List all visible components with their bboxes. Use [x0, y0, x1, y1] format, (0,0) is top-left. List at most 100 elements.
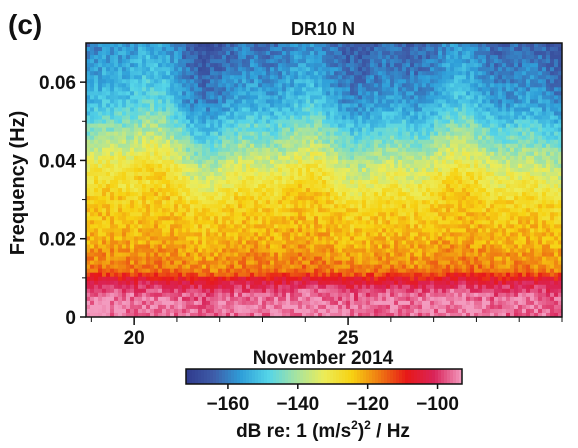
spectrogram-cell: [262, 232, 267, 237]
spectrogram-cell: [346, 167, 351, 173]
spectrogram-cell: [238, 272, 243, 278]
spectrogram-cell: [130, 200, 135, 205]
spectrogram-cell: [114, 220, 119, 225]
spectrogram-cell: [346, 184, 351, 189]
spectrogram-cell: [210, 180, 215, 185]
spectrogram-cell: [354, 252, 359, 257]
spectrogram-cell: [150, 240, 155, 245]
spectrogram-cell: [194, 228, 199, 233]
spectrogram-cell: [270, 159, 275, 165]
spectrogram-cell: [246, 75, 251, 80]
spectrogram-cell: [238, 228, 243, 233]
spectrogram-cell: [250, 232, 255, 237]
spectrogram-cell: [290, 192, 295, 197]
spectrogram-cell: [330, 288, 335, 294]
spectrogram-cell: [190, 292, 195, 298]
spectrogram-cell: [174, 99, 179, 104]
spectrogram-cell: [198, 139, 203, 145]
spectrogram-cell: [354, 240, 359, 245]
spectrogram-cell: [274, 196, 279, 201]
spectrogram-cell: [326, 288, 331, 294]
spectrogram-cell: [166, 163, 171, 169]
spectrogram-cell: [318, 67, 323, 72]
spectrogram-cell: [262, 115, 267, 120]
spectrogram-cell: [302, 228, 307, 233]
spectrogram-cell: [262, 83, 267, 88]
spectrogram-cell: [186, 151, 191, 157]
spectrogram-cell: [202, 103, 207, 108]
spectrogram-cell: [286, 276, 291, 282]
spectrogram-cell: [258, 232, 263, 237]
spectrogram-cell: [190, 63, 195, 68]
spectrogram-cell: [158, 212, 163, 217]
spectrogram-cell: [274, 212, 279, 217]
spectrogram-cell: [94, 280, 99, 286]
spectrogram-cell: [342, 200, 347, 205]
spectrogram-cell: [246, 216, 251, 221]
spectrogram-cell: [186, 296, 191, 302]
spectrogram-cell: [86, 256, 91, 261]
spectrogram-cell: [106, 272, 111, 278]
spectrogram-cell: [154, 240, 159, 245]
spectrogram-cell: [306, 224, 311, 229]
spectrogram-cell: [242, 83, 247, 88]
spectrogram-cell: [314, 236, 319, 241]
spectrogram-cell: [178, 155, 183, 161]
spectrogram-cell: [182, 147, 187, 153]
spectrogram-cell: [338, 159, 343, 165]
spectrogram-cell: [238, 95, 243, 100]
spectrogram-cell: [274, 216, 279, 221]
spectrogram-cell: [290, 123, 295, 129]
spectrogram-cell: [170, 192, 175, 197]
spectrogram-cell: [86, 312, 91, 318]
spectrogram-cell: [226, 87, 231, 92]
spectrogram-cell: [102, 200, 107, 205]
spectrogram-cell: [194, 244, 199, 249]
spectrogram-cell: [190, 123, 195, 129]
spectrogram-cell: [286, 228, 291, 233]
spectrogram-cell: [366, 276, 371, 282]
spectrogram-cell: [150, 107, 155, 112]
spectrogram-cell: [190, 272, 195, 278]
spectrogram-cell: [170, 167, 175, 173]
spectrogram-cell: [258, 79, 263, 84]
spectrogram-cell: [206, 192, 211, 197]
spectrogram-cell: [326, 248, 331, 253]
spectrogram-cell: [182, 167, 187, 173]
spectrogram-cell: [106, 75, 111, 80]
spectrogram-cell: [134, 59, 139, 64]
spectrogram-cell: [262, 163, 267, 169]
spectrogram-cell: [210, 103, 215, 108]
spectrogram-cell: [202, 220, 207, 225]
spectrogram-cell: [94, 163, 99, 169]
spectrogram-cell: [318, 91, 323, 96]
spectrogram-cell: [194, 143, 199, 149]
spectrogram-cell: [354, 276, 359, 282]
spectrogram-cell: [362, 240, 367, 245]
spectrogram-cell: [342, 260, 347, 266]
spectrogram-cell: [278, 123, 283, 129]
spectrogram-cell: [270, 288, 275, 294]
spectrogram-cell: [342, 43, 347, 48]
spectrogram-cell: [150, 87, 155, 92]
spectrogram-cell: [302, 284, 307, 290]
spectrogram-cell: [334, 300, 339, 306]
spectrogram-cell: [166, 240, 171, 245]
spectrogram-cell: [254, 67, 259, 72]
spectrogram-cell: [238, 87, 243, 92]
spectrogram-cell: [166, 208, 171, 213]
spectrogram-cell: [374, 196, 379, 201]
spectrogram-cell: [142, 143, 147, 149]
spectrogram-cell: [310, 244, 315, 249]
spectrogram-cell: [366, 304, 371, 310]
spectrogram-cell: [370, 248, 375, 253]
spectrogram-cell: [90, 280, 95, 286]
spectrogram-cell: [98, 232, 103, 237]
spectrogram-cell: [114, 79, 119, 84]
spectrogram-cell: [134, 47, 139, 52]
spectrogram-cell: [186, 180, 191, 185]
spectrogram-cell: [182, 119, 187, 124]
spectrogram-cell: [250, 224, 255, 229]
spectrogram-cell: [350, 200, 355, 205]
spectrogram-cell: [254, 43, 259, 48]
